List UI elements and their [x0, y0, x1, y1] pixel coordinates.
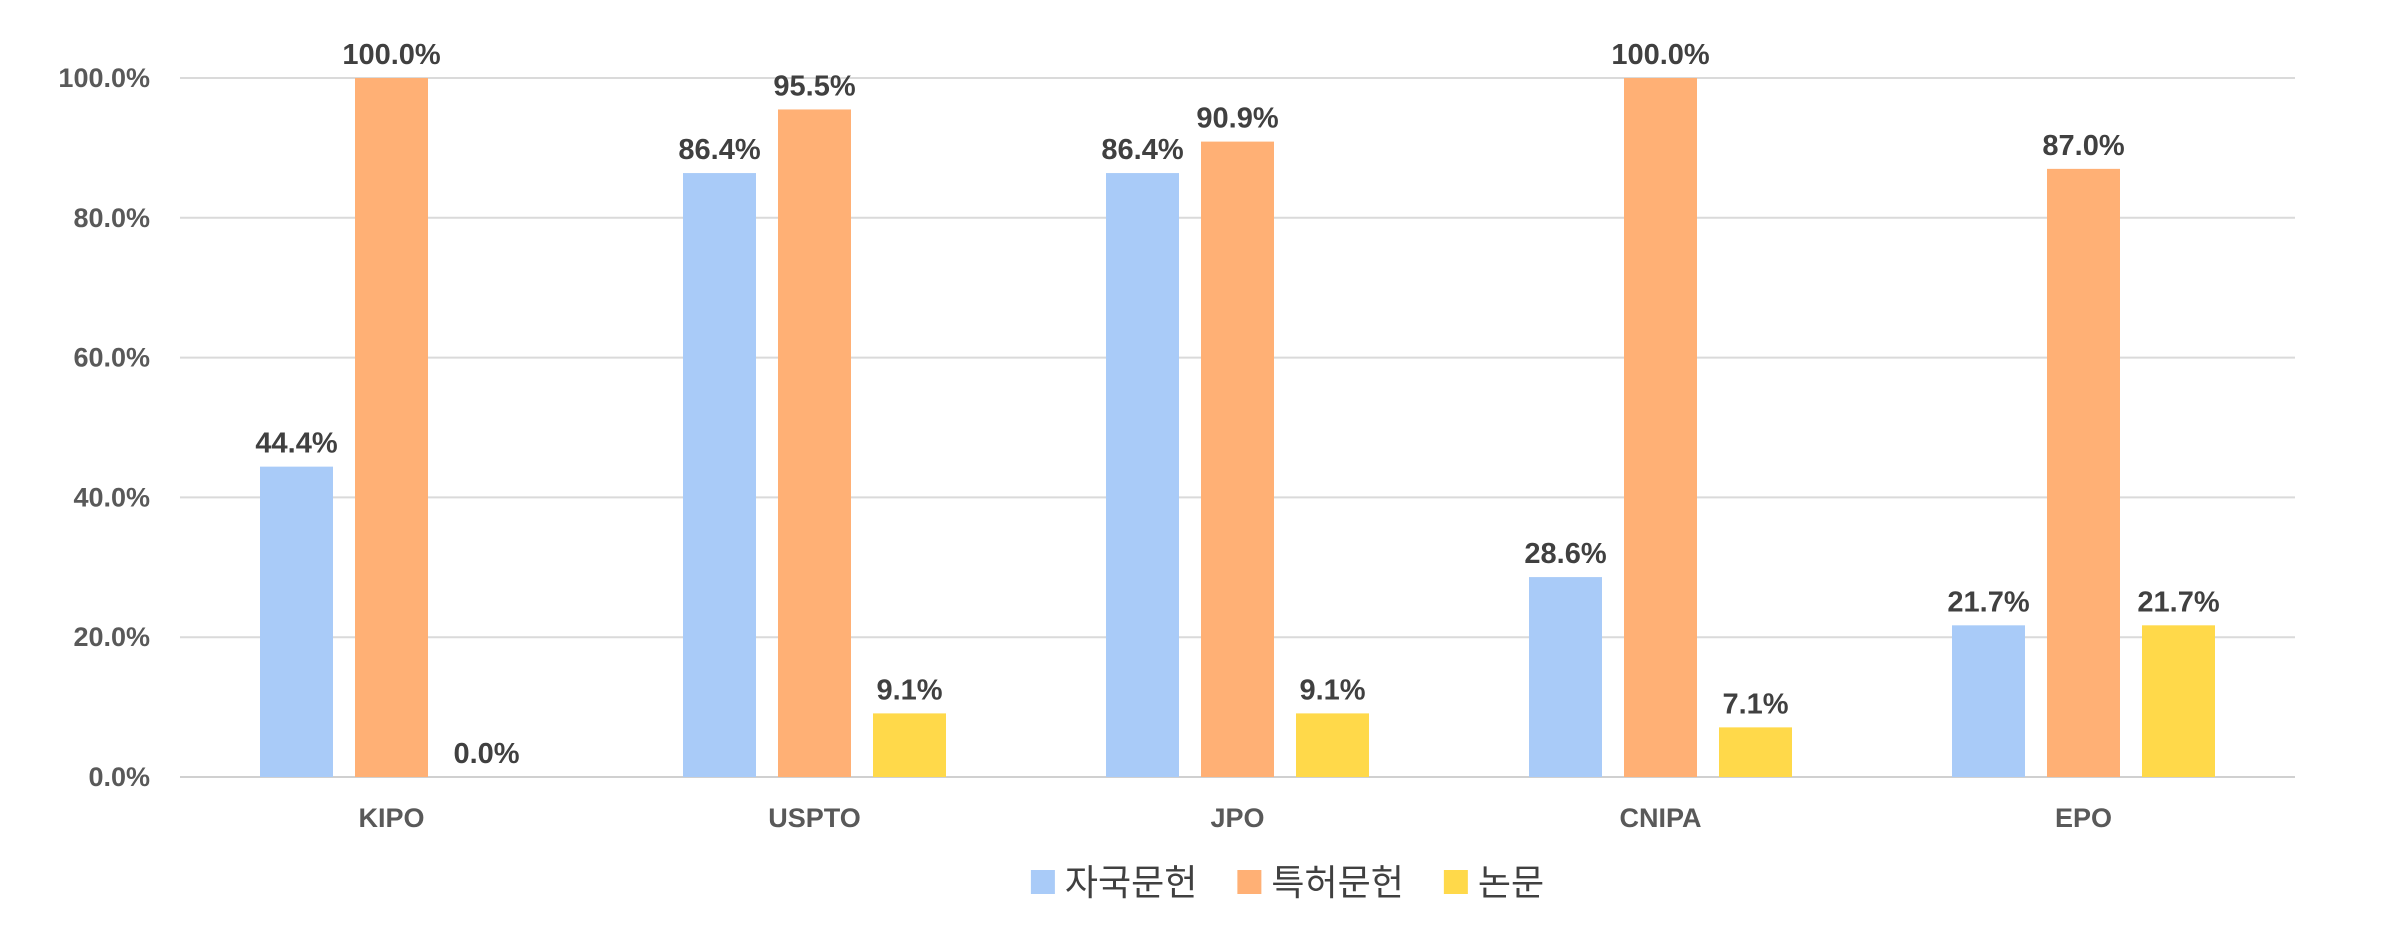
bar	[2047, 168, 2120, 777]
data-label: 90.9%	[1196, 103, 1278, 135]
legend-label: 자국문헌	[1065, 863, 1197, 904]
bars	[260, 78, 2215, 778]
bar	[1624, 78, 1697, 777]
data-label: 95.5%	[773, 70, 855, 102]
data-label: 0.0%	[453, 738, 519, 770]
data-label: 86.4%	[678, 134, 760, 166]
legend-label: 논문	[1478, 863, 1544, 904]
bar	[2142, 625, 2215, 777]
bar	[1529, 577, 1602, 777]
data-label: 9.1%	[876, 674, 942, 706]
data-label: 7.1%	[1722, 688, 1788, 720]
data-label: 44.4%	[255, 428, 337, 460]
bar	[873, 713, 946, 777]
legend: 자국문헌 특허문헌 논문	[1030, 863, 1544, 904]
x-category-label: EPO	[2055, 803, 2112, 833]
legend-swatch	[1237, 870, 1262, 894]
y-axis-tick-labels: 0.0% 20.0% 40.0% 60.0% 80.0% 100.0%	[58, 63, 150, 792]
data-labels: 44.4% 100.0% 0.0% 86.4% 95.5% 9.1% 86.4% 90.9% 9…	[255, 39, 2219, 770]
bar	[1719, 727, 1792, 777]
x-category-label: JPO	[1210, 803, 1264, 833]
legend-label: 특허문헌	[1271, 863, 1403, 904]
data-label: 87.0%	[2042, 130, 2124, 162]
y-tick-label: 80.0%	[73, 203, 150, 233]
data-label: 100.0%	[1611, 39, 1710, 71]
data-label: 21.7%	[1947, 586, 2029, 618]
bar	[1952, 625, 2025, 777]
legend-swatch	[1443, 870, 1468, 894]
data-label: 21.7%	[2137, 586, 2219, 618]
bar	[1201, 141, 1274, 777]
data-label: 9.1%	[1299, 674, 1365, 706]
x-category-label: KIPO	[358, 803, 424, 833]
data-label: 100.0%	[342, 39, 441, 71]
bar	[1106, 173, 1179, 778]
legend-swatch	[1030, 870, 1055, 894]
y-tick-label: 60.0%	[73, 343, 150, 373]
data-label: 86.4%	[1101, 134, 1183, 166]
x-axis-category-labels: KIPO USPTO JPO CNIPA EPO	[358, 803, 2112, 833]
x-category-label: USPTO	[768, 803, 861, 833]
data-label: 28.6%	[1524, 538, 1606, 570]
x-category-label: CNIPA	[1619, 803, 1701, 833]
y-tick-label: 0.0%	[88, 762, 150, 792]
bar	[355, 78, 428, 777]
y-tick-label: 100.0%	[58, 63, 150, 93]
y-tick-label: 20.0%	[73, 622, 150, 652]
bar	[683, 173, 756, 778]
y-tick-label: 40.0%	[73, 482, 150, 512]
bar	[260, 466, 333, 777]
bar	[1296, 713, 1369, 777]
bar	[778, 109, 851, 777]
